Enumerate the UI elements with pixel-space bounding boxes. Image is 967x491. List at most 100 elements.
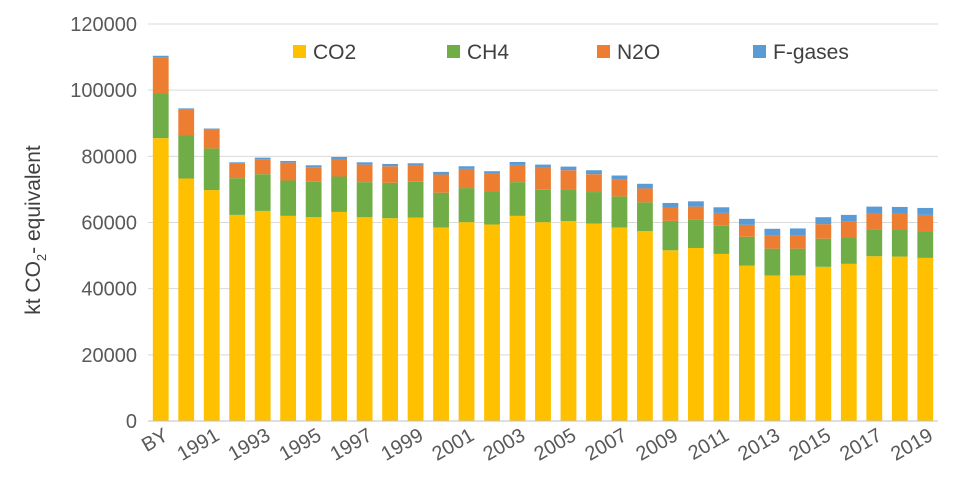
bar-segment-ch4 bbox=[509, 182, 526, 216]
bar-segment-n2o bbox=[637, 188, 653, 203]
bar-segment-co2 bbox=[280, 215, 297, 421]
bar-segment-co2 bbox=[637, 231, 653, 421]
bar-segment-f-gases bbox=[305, 165, 322, 168]
bar-segment-co2 bbox=[458, 222, 475, 421]
bar-stack-1993 bbox=[254, 157, 271, 421]
bar-stack-2016 bbox=[840, 214, 857, 421]
bar-stack-1995 bbox=[305, 165, 322, 421]
bar-segment-ch4 bbox=[535, 189, 551, 223]
bar-segment-co2 bbox=[738, 265, 755, 421]
bar-stack-1992 bbox=[229, 162, 246, 421]
bar-stack-1991 bbox=[203, 128, 220, 421]
bar-segment-co2 bbox=[484, 224, 500, 421]
bar-segment-f-gases bbox=[280, 160, 297, 163]
bar-segment-n2o bbox=[229, 163, 246, 179]
bar-segment-f-gases bbox=[611, 175, 628, 180]
legend-item-co2: CO2 bbox=[293, 41, 356, 64]
bar-segment-n2o bbox=[305, 167, 322, 182]
bar-segment-n2o bbox=[280, 162, 297, 181]
bar-segment-n2o bbox=[203, 129, 220, 149]
bar-segment-co2 bbox=[586, 223, 602, 421]
bar-segment-n2o bbox=[254, 159, 271, 175]
bars bbox=[152, 55, 934, 421]
legend-item-f-gases: F-gases bbox=[753, 41, 849, 64]
bar-segment-f-gases bbox=[433, 171, 449, 175]
bar-stack-2000 bbox=[433, 171, 449, 421]
bar-segment-co2 bbox=[433, 227, 449, 421]
x-tick-label: 2003 bbox=[479, 424, 529, 465]
bar-segment-ch4 bbox=[203, 148, 220, 191]
bar-stack-2009 bbox=[662, 202, 679, 421]
bar-segment-n2o bbox=[407, 165, 424, 182]
legend-item-n2o: N2O bbox=[597, 41, 660, 64]
bar-segment-ch4 bbox=[840, 237, 857, 264]
bar-segment-n2o bbox=[560, 170, 577, 190]
bar-segment-f-gases bbox=[407, 163, 424, 166]
bar-stack-1996 bbox=[331, 156, 348, 421]
bar-segment-co2 bbox=[382, 218, 398, 421]
bar-segment-co2 bbox=[535, 222, 551, 421]
legend-item-ch4: CH4 bbox=[447, 41, 509, 64]
x-axis-tick-labels: BY 1991 1993 1995 1997 1999 2001 2003 2005 2007 20… bbox=[138, 424, 937, 465]
bar-stack-2006 bbox=[586, 170, 602, 421]
x-tick-label: 2019 bbox=[887, 424, 937, 465]
bar-segment-f-gases bbox=[764, 228, 781, 236]
x-tick-label: BY bbox=[138, 424, 172, 456]
bar-segment-ch4 bbox=[560, 189, 577, 222]
bar-segment-n2o bbox=[713, 212, 730, 226]
bar-segment-co2 bbox=[840, 263, 857, 421]
bar-segment-f-gases bbox=[229, 162, 246, 164]
bar-segment-ch4 bbox=[382, 182, 398, 219]
bar-segment-n2o bbox=[382, 166, 398, 183]
bar-segment-n2o bbox=[611, 179, 628, 197]
bar-segment-f-gases bbox=[560, 166, 577, 171]
bar-segment-n2o bbox=[688, 206, 704, 220]
bar-segment-co2 bbox=[509, 215, 526, 421]
bar-stack-2011 bbox=[713, 207, 730, 421]
bar-segment-ch4 bbox=[254, 174, 271, 211]
bar-segment-ch4 bbox=[764, 248, 781, 276]
y-tick-label: 0 bbox=[126, 411, 137, 433]
bar-segment-ch4 bbox=[637, 202, 653, 232]
bar-segment-ch4 bbox=[866, 229, 883, 257]
legend-label: N2O bbox=[617, 41, 660, 64]
bar-segment-co2 bbox=[254, 210, 271, 421]
bar-stack-2003 bbox=[509, 161, 526, 421]
bar-segment-n2o bbox=[458, 168, 475, 189]
bar-segment-f-gases bbox=[688, 201, 704, 207]
bar-stack-2002 bbox=[484, 171, 500, 421]
bar-segment-f-gases bbox=[586, 170, 602, 175]
bar-stack-BY bbox=[152, 55, 169, 421]
bar-segment-ch4 bbox=[484, 191, 500, 225]
bar-segment-ch4 bbox=[815, 238, 832, 267]
bar-segment-ch4 bbox=[280, 180, 297, 216]
bar-segment-f-gases bbox=[738, 218, 755, 225]
bar-segment-f-gases bbox=[356, 162, 373, 165]
y-tick-label: 40000 bbox=[81, 279, 137, 301]
bar-segment-ch4 bbox=[178, 135, 195, 179]
bar-segment-ch4 bbox=[789, 248, 806, 276]
bar-segment-co2 bbox=[178, 178, 195, 421]
bar-segment-ch4 bbox=[586, 192, 602, 224]
y-axis-label: kt CO2- equivalent bbox=[22, 145, 49, 315]
y-tick-label: 120000 bbox=[70, 14, 137, 36]
bar-segment-n2o bbox=[586, 174, 602, 193]
bar-segment-n2o bbox=[891, 213, 908, 230]
bar-stack-1998 bbox=[382, 163, 398, 421]
bar-segment-co2 bbox=[305, 217, 322, 421]
bar-segment-ch4 bbox=[713, 225, 730, 254]
bar-stack-2004 bbox=[535, 164, 551, 421]
bar-segment-ch4 bbox=[688, 219, 704, 248]
y-tick-label: 20000 bbox=[81, 345, 137, 367]
bar-segment-n2o bbox=[152, 57, 169, 94]
bar-segment-f-gases bbox=[866, 206, 883, 214]
y-tick-label: 80000 bbox=[81, 146, 137, 168]
bar-segment-co2 bbox=[331, 211, 348, 421]
bar-segment-co2 bbox=[611, 227, 628, 421]
bar-segment-co2 bbox=[764, 275, 781, 421]
bar-segment-co2 bbox=[713, 253, 730, 421]
bar-segment-ch4 bbox=[229, 178, 246, 215]
bar-segment-n2o bbox=[535, 167, 551, 190]
bar-segment-n2o bbox=[917, 214, 934, 232]
bar-stack-1999 bbox=[407, 163, 424, 421]
